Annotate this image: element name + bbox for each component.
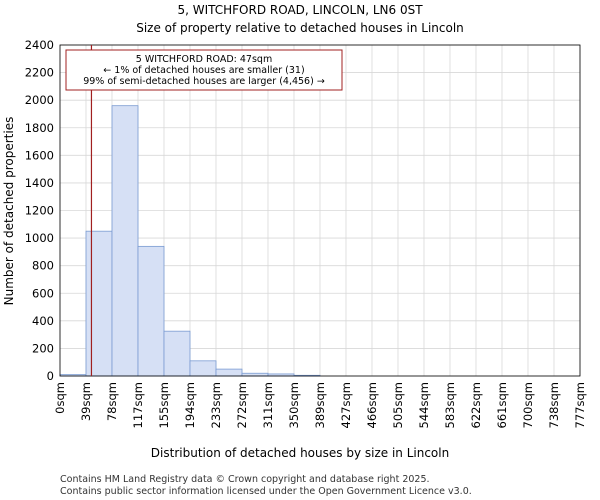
- y-tick-label: 1000: [25, 231, 54, 245]
- y-tick-label: 1600: [25, 148, 54, 162]
- y-tick-label: 1400: [25, 176, 54, 190]
- x-axis-label: Distribution of detached houses by size …: [151, 446, 449, 460]
- footer-line-2: Contains public sector information licen…: [60, 486, 472, 497]
- chart-title: 5, WITCHFORD ROAD, LINCOLN, LN6 0ST: [177, 3, 423, 17]
- x-tick-label: 700sqm: [521, 382, 535, 428]
- x-tick-label: 544sqm: [417, 382, 431, 428]
- y-tick-label: 2400: [25, 38, 54, 52]
- bar: [163, 330, 191, 377]
- y-tick-labels: 0 200 400 600 800 1000 1200 1400 1600 1800 2000 220…: [25, 38, 54, 383]
- x-tick-label: 466sqm: [365, 382, 379, 428]
- bars: [59, 105, 321, 377]
- y-tick-label: 600: [32, 286, 54, 300]
- x-tick-label: 155sqm: [157, 382, 171, 428]
- y-tick-label: 400: [32, 314, 54, 328]
- annotation-line-2: ← 1% of detached houses are smaller (31): [103, 65, 304, 76]
- chart-subtitle: Size of property relative to detached ho…: [136, 21, 464, 35]
- annotation-line-3: 99% of semi-detached houses are larger (…: [83, 76, 325, 87]
- x-tick-label: 39sqm: [79, 382, 93, 421]
- x-tick-label: 117sqm: [131, 382, 145, 428]
- x-tick-label: 272sqm: [235, 382, 249, 428]
- x-tick-label: 194sqm: [183, 382, 197, 428]
- y-tick-label: 2000: [25, 93, 54, 107]
- bar: [85, 230, 113, 377]
- bar: [215, 368, 243, 377]
- x-tick-label: 350sqm: [287, 382, 301, 428]
- y-axis-label: Number of detached properties: [2, 117, 16, 306]
- x-tick-label: 427sqm: [339, 382, 353, 428]
- footer-line-1: Contains HM Land Registry data © Crown c…: [60, 474, 430, 485]
- y-tick-label: 1200: [25, 204, 54, 218]
- bar: [241, 372, 269, 377]
- x-tick-label: 738sqm: [547, 382, 561, 428]
- x-tick-label: 583sqm: [443, 382, 457, 428]
- x-tick-label: 389sqm: [313, 382, 327, 428]
- x-tick-label: 777sqm: [573, 382, 587, 428]
- y-tick-label: 2200: [25, 66, 54, 80]
- annotation-frame: [65, 49, 343, 91]
- x-tick-labels: 0sqm 39sqm 78sqm 117sqm 155sqm 194sqm 233sqm 27…: [53, 382, 587, 428]
- annotation-box: 5 WITCHFORD ROAD: 47sqm ← 1% of detached…: [65, 49, 343, 91]
- x-tick-label: 233sqm: [209, 382, 223, 428]
- x-tick-label: 0sqm: [53, 382, 67, 414]
- x-tick-label: 311sqm: [261, 382, 275, 428]
- x-tick-label: 622sqm: [469, 382, 483, 428]
- bar: [189, 360, 217, 377]
- plot-frame: [59, 44, 581, 377]
- bar: [111, 105, 139, 377]
- y-tick-label: 800: [32, 259, 54, 273]
- x-tick-label: 505sqm: [391, 382, 405, 428]
- y-tick-label: 0: [47, 369, 54, 383]
- y-tick-label: 200: [32, 341, 54, 355]
- x-tick-label: 78sqm: [105, 382, 119, 421]
- annotation-line-1: 5 WITCHFORD ROAD: 47sqm: [136, 54, 272, 65]
- y-tick-label: 1800: [25, 121, 54, 135]
- x-tick-label: 661sqm: [495, 382, 509, 428]
- bar: [137, 245, 165, 377]
